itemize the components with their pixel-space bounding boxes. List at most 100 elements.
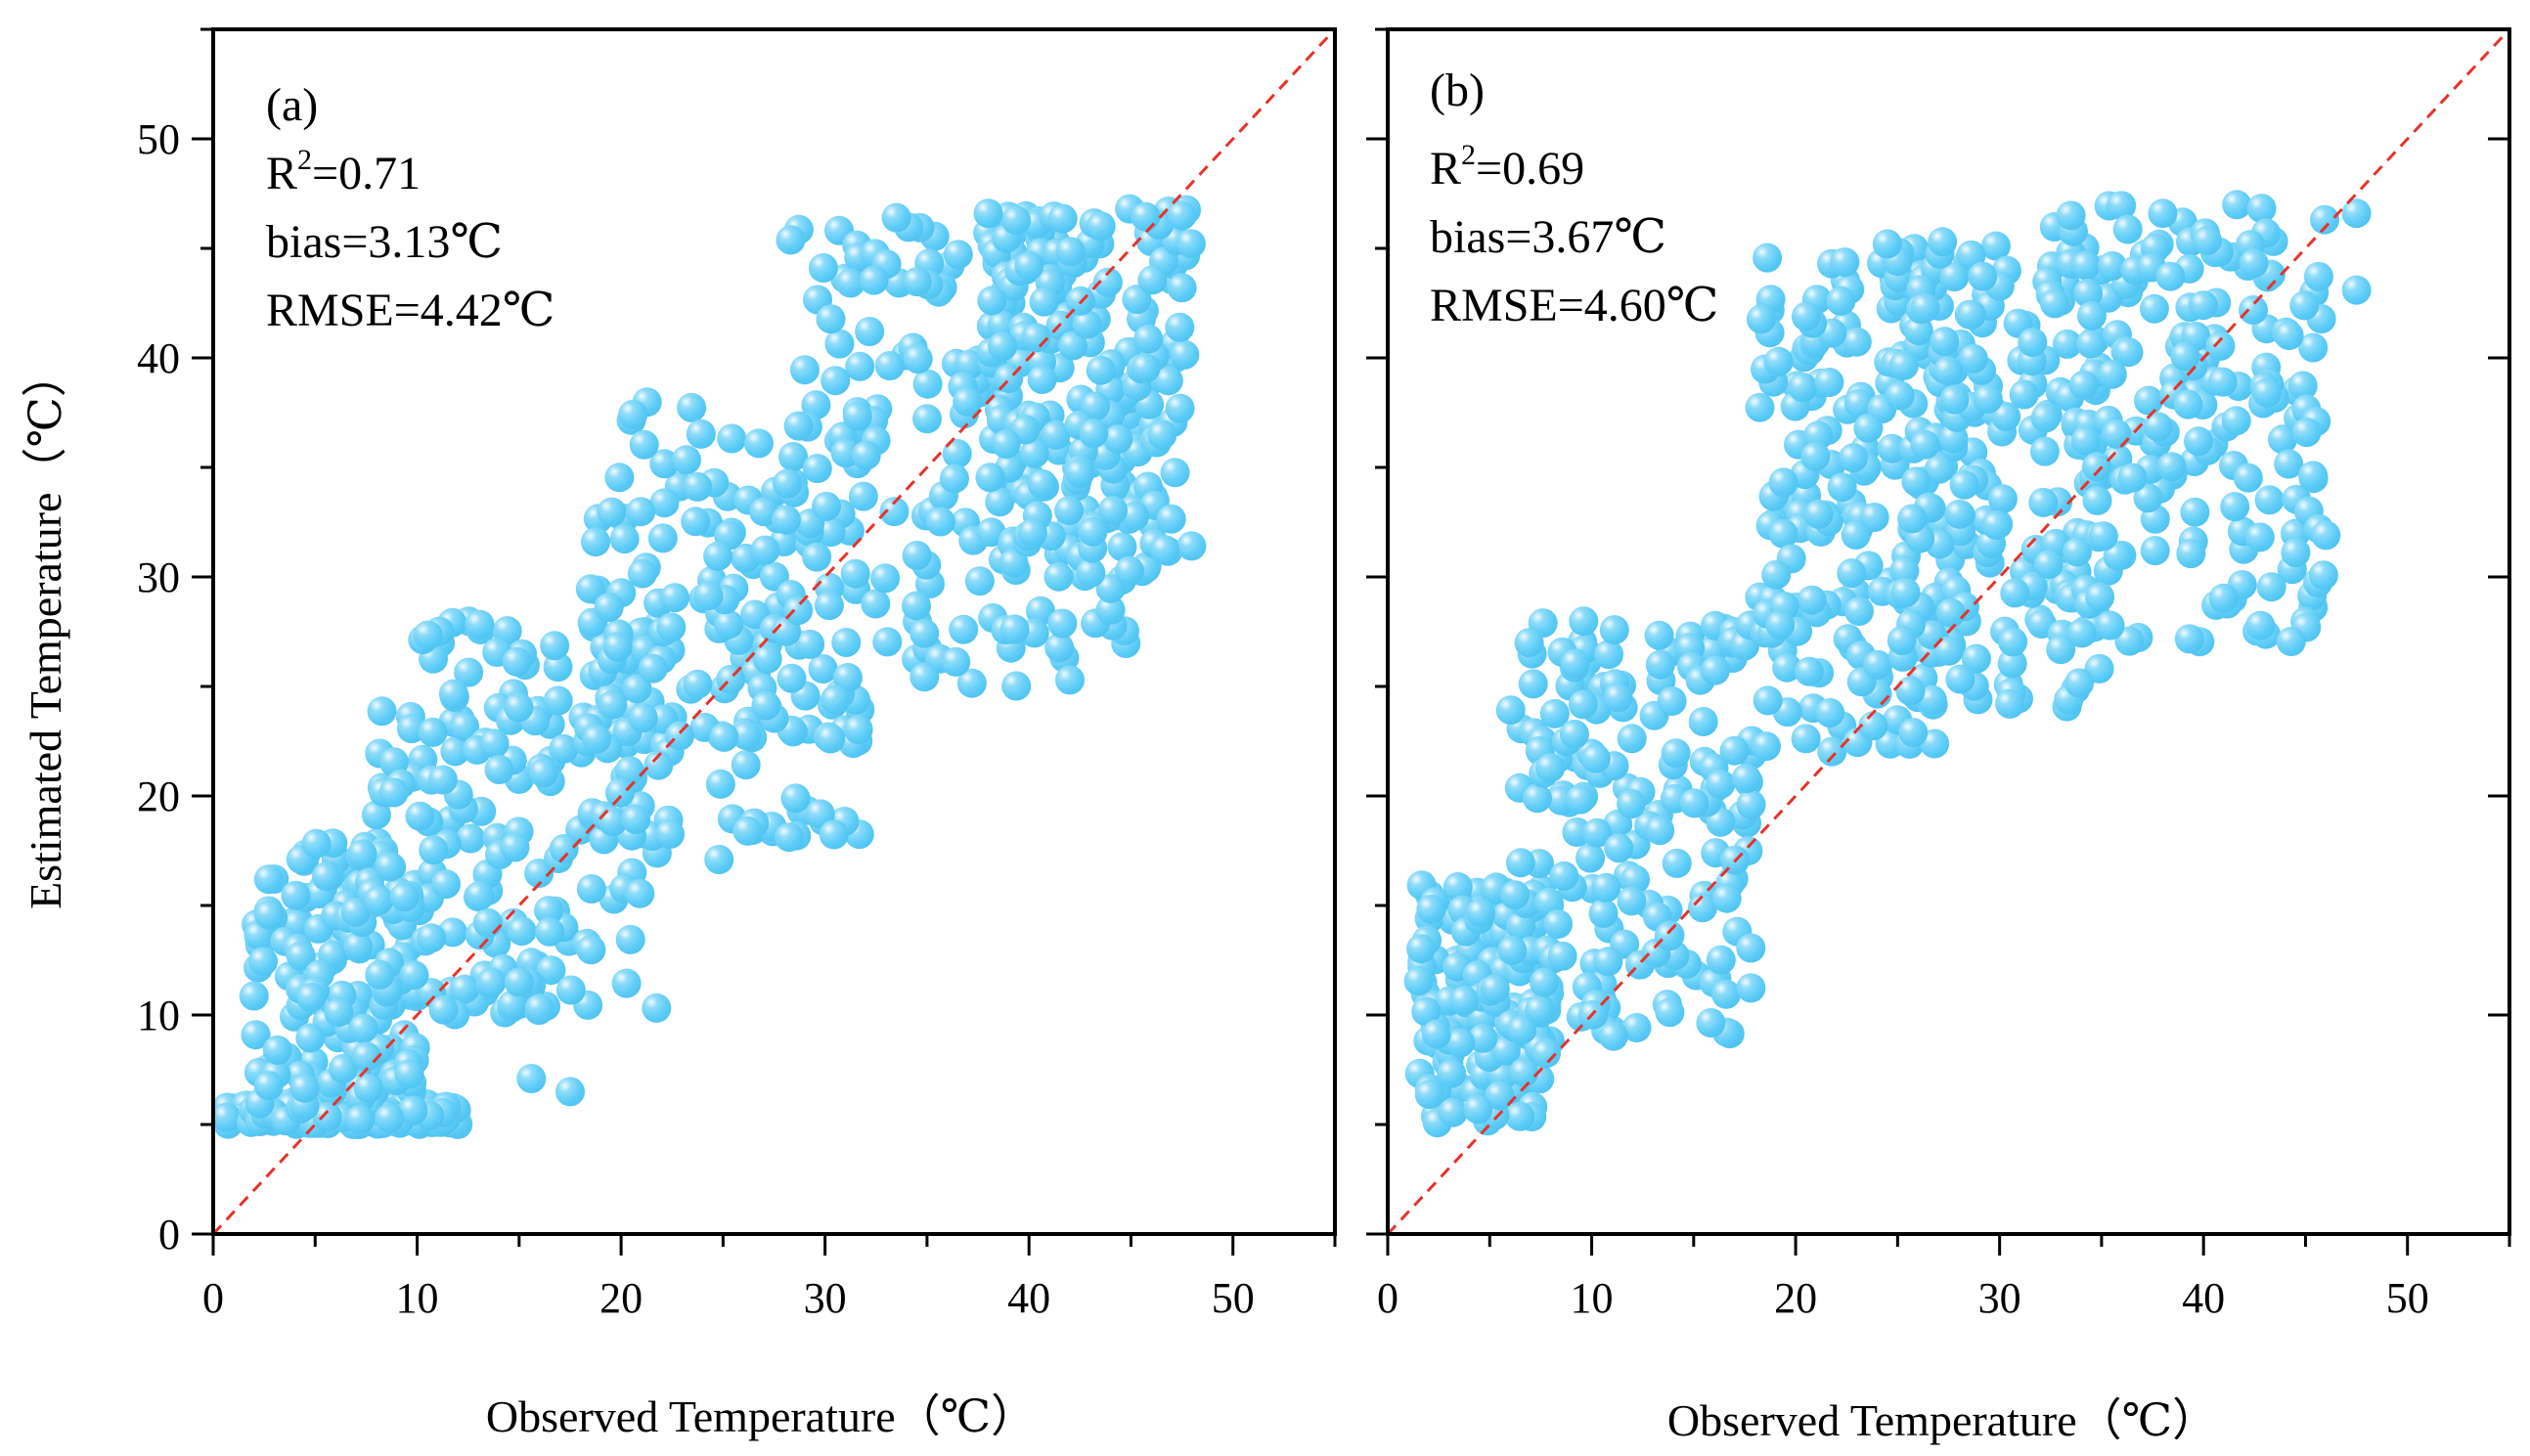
- scatter-point: [254, 900, 285, 930]
- scatter-point: [2310, 204, 2339, 235]
- scatter-point: [1830, 247, 1860, 278]
- scatter-point: [941, 646, 971, 677]
- scatter-point: [528, 758, 558, 788]
- scatter-point: [1980, 231, 2011, 261]
- scatter-point: [2030, 403, 2061, 433]
- scatter-point: [295, 1023, 326, 1053]
- scatter-point: [1421, 1019, 1451, 1049]
- scatter-point: [861, 589, 891, 619]
- scatter-point: [1844, 388, 1874, 419]
- scatter-point: [1736, 933, 1766, 963]
- scatter-point: [1019, 438, 1049, 468]
- scatter-point: [2140, 536, 2170, 566]
- scatter-point: [1593, 947, 1623, 977]
- scatter-point: [777, 663, 807, 693]
- x-axis-title-b: Observed Temperature（℃）: [1667, 1395, 2217, 1445]
- scatter-point: [1525, 995, 1555, 1026]
- scatter-point: [1599, 615, 1629, 645]
- scatter-point: [780, 783, 811, 814]
- scatter-point: [1901, 466, 1931, 497]
- scatter-point: [1973, 383, 2003, 414]
- scatter-point: [1092, 267, 1123, 297]
- scatter-point: [2112, 214, 2143, 244]
- scatter-point: [2189, 290, 2218, 321]
- scatter-point: [2303, 261, 2333, 291]
- scatter-point: [2070, 250, 2101, 281]
- scatter-point: [289, 1073, 320, 1103]
- scatter-point: [1736, 973, 1766, 1003]
- x-tick-label-b: 0: [1377, 1274, 1398, 1322]
- scatter-point: [812, 491, 841, 521]
- scatter-point: [1014, 250, 1044, 281]
- scatter-point: [743, 428, 774, 459]
- scatter-point: [1095, 573, 1126, 603]
- scatter-point: [1001, 205, 1032, 236]
- scatter-point: [1044, 633, 1075, 663]
- scatter-point: [2246, 194, 2277, 224]
- scatter-point: [1731, 764, 1761, 793]
- scatter-point: [999, 614, 1030, 644]
- scatter-point: [881, 202, 911, 233]
- scatter-point: [1872, 229, 1902, 259]
- scatter-point: [1768, 467, 1798, 498]
- scatter-point: [440, 736, 470, 767]
- scatter-point: [2155, 261, 2186, 291]
- scatter-point: [949, 614, 979, 644]
- scatter-point: [845, 351, 875, 381]
- scatter-point: [504, 967, 534, 997]
- scatter-point: [1803, 500, 1834, 529]
- scatter-point: [1107, 532, 1137, 562]
- scatter-point: [378, 777, 409, 808]
- scatter-point: [2082, 485, 2112, 515]
- panel-b: 0 10 20 30 40 50 (b) R2=0.69 bias=3.67℃ RMSE=…: [1366, 27, 2511, 1445]
- scatter-point: [248, 947, 278, 977]
- scatter-point: [1041, 420, 1071, 450]
- scatter-point: [399, 960, 429, 991]
- scatter-point: [1043, 561, 1074, 592]
- scatter-point: [2222, 190, 2252, 220]
- scatter-point: [627, 558, 657, 589]
- annotation-a: (a) R2=0.71 bias=3.13℃ RMSE=4.42℃: [266, 79, 555, 336]
- scatter-point: [1490, 1036, 1521, 1066]
- panel-label-a: (a): [266, 79, 318, 131]
- scatter-point: [824, 329, 855, 359]
- scatter-point: [2298, 332, 2329, 363]
- scatter-point: [649, 488, 680, 518]
- scatter-point: [454, 657, 484, 687]
- scatter-point: [703, 541, 733, 571]
- scatter-point: [301, 828, 332, 859]
- scatter-point: [2073, 278, 2104, 308]
- scatter-point: [582, 724, 612, 754]
- scatter-point: [2133, 483, 2163, 513]
- scatter-point: [1588, 899, 1619, 928]
- scatter-point: [581, 527, 610, 557]
- scatter-point: [870, 563, 901, 594]
- annotation-b: (b) R2=0.69 bias=3.67℃ RMSE=4.60℃: [1430, 65, 1718, 331]
- scatter-point: [902, 267, 932, 297]
- scatter-point: [1549, 860, 1579, 891]
- scatter-point: [1987, 484, 2018, 514]
- scatter-point: [2052, 329, 2082, 359]
- scatter-point: [1001, 671, 1032, 701]
- scatter-point: [1411, 996, 1442, 1027]
- scatter-point: [776, 225, 806, 255]
- scatter-point: [1507, 1015, 1537, 1045]
- scatter-point: [1981, 510, 2012, 540]
- scatter-point: [2173, 389, 2203, 419]
- scatter-point: [1047, 608, 1078, 639]
- scatter-point: [555, 1077, 585, 1107]
- scatter-point: [638, 653, 668, 684]
- scatter-point: [2341, 199, 2372, 229]
- scatter-point: [902, 541, 932, 570]
- scatter-point: [816, 724, 846, 754]
- scatter-point: [832, 663, 863, 692]
- scatter-point: [2134, 385, 2163, 416]
- scatter-point: [987, 310, 1017, 340]
- scatter-point: [1844, 596, 1874, 626]
- scatter-point: [2028, 487, 2059, 517]
- scatter-point: [1772, 652, 1802, 683]
- scatter-point: [848, 481, 878, 511]
- scatter-point: [1480, 974, 1510, 1004]
- scatter-point: [614, 756, 644, 786]
- scatter-point: [1176, 531, 1207, 561]
